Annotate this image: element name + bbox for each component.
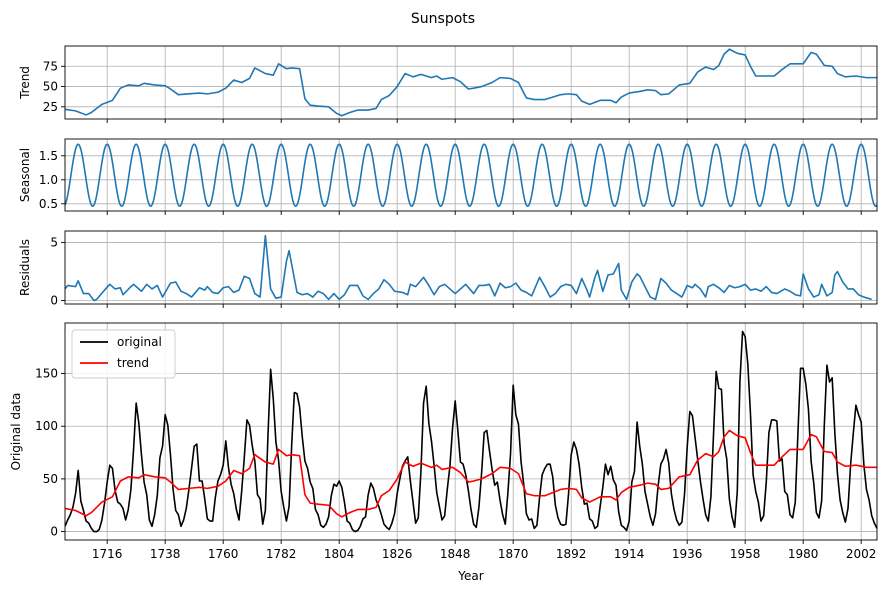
seasonal-ytick-label: 1.5 (39, 149, 58, 163)
residuals-series-line-0 (65, 234, 872, 302)
x-tick-label: 1980 (788, 547, 819, 561)
trend-series-line-0 (65, 48, 877, 117)
original-ytick-label: 0 (50, 525, 58, 539)
trend-ytick-label: 25 (43, 100, 58, 114)
seasonal-ytick-label: 0.5 (39, 197, 58, 211)
original-series-trend (65, 429, 877, 518)
residuals-ytick-label: 0 (50, 294, 58, 308)
legend: original trend (71, 329, 176, 379)
legend-label-original: original (117, 335, 162, 349)
chart-panels: 255075Trend0.51.01.5Seasonal05Residuals0… (9, 45, 878, 561)
x-tick-label: 1914 (614, 547, 645, 561)
x-tick-label: 1716 (92, 547, 123, 561)
original-ytick-label: 150 (35, 367, 58, 381)
trend-ytick-label: 50 (43, 80, 58, 94)
seasonal-y-label: Seasonal (18, 148, 32, 202)
original-frame (64, 322, 878, 541)
x-tick-label: 1738 (150, 547, 181, 561)
x-tick-label: 1804 (324, 547, 355, 561)
original-y-label: Original data (9, 393, 23, 471)
trend-frame (64, 45, 878, 120)
x-tick-label: 2002 (846, 547, 877, 561)
x-tick-label: 1958 (730, 547, 761, 561)
x-axis-label: Year (457, 569, 483, 583)
x-tick-label: 1870 (498, 547, 529, 561)
residuals-ytick-label: 5 (50, 236, 58, 250)
original-ytick-label: 100 (35, 419, 58, 433)
x-tick-label: 1782 (266, 547, 297, 561)
original-panel: 0 50 100 150 1716 1738 1760 1782 1804 1826 1848 187… (9, 322, 878, 561)
original-ytick-label: 50 (43, 472, 58, 486)
residuals-panel: 0 5 Residuals (18, 230, 878, 308)
x-tick-label: 1892 (556, 547, 587, 561)
trend-panel: 25 50 75 Trend (18, 45, 878, 123)
x-tick-label: 1760 (208, 547, 239, 561)
seasonal-series-line-0 (65, 143, 877, 207)
residuals-frame (64, 230, 878, 305)
x-tick-label: 1826 (382, 547, 413, 561)
legend-label-trend: trend (117, 356, 149, 370)
trend-ytick-label: 75 (43, 59, 58, 73)
seasonal-ytick-label: 1.0 (39, 173, 58, 187)
seasonal-frame (64, 138, 878, 212)
x-tick-label: 1936 (672, 547, 703, 561)
residuals-y-label: Residuals (18, 239, 32, 296)
original-series-original (65, 330, 877, 533)
seasonal-panel: 0.5 1.0 1.5 Seasonal (18, 138, 878, 215)
figure-title: Sunspots (411, 11, 475, 27)
x-tick-label: 1848 (440, 547, 471, 561)
trend-y-label: Trend (18, 66, 32, 100)
